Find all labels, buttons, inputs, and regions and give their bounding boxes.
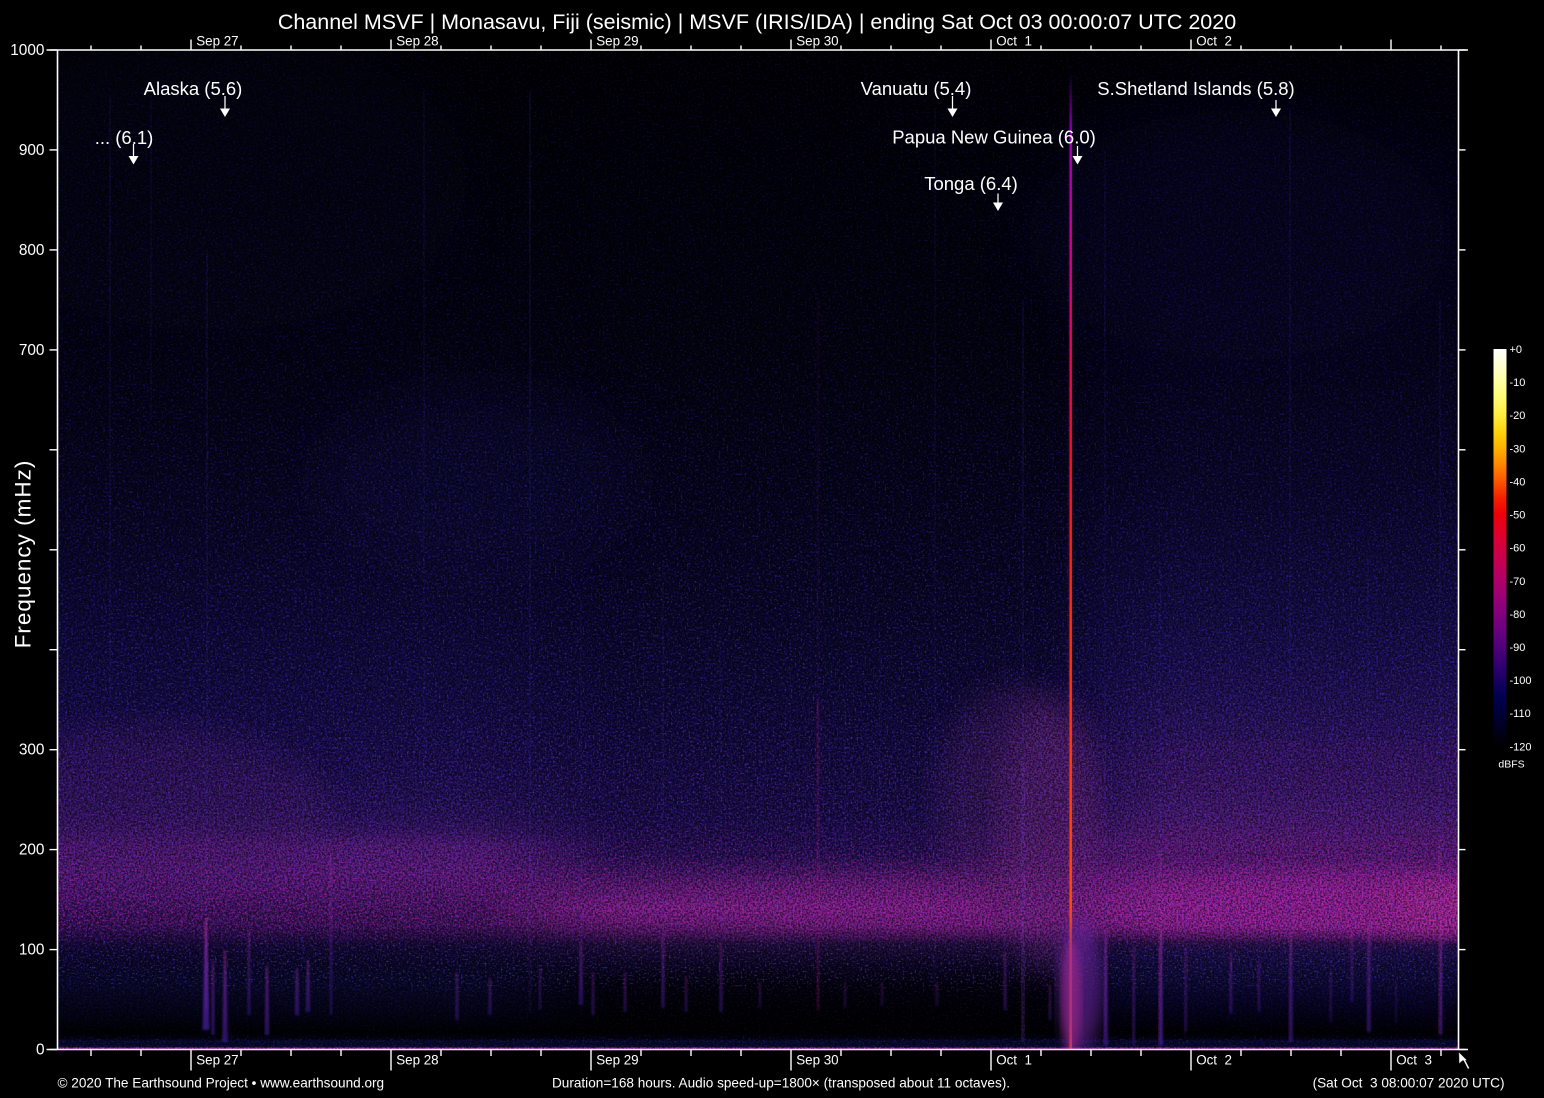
- svg-text:-70: -70: [1510, 576, 1526, 588]
- svg-text:0: 0: [36, 1041, 45, 1058]
- svg-text:Tonga (6.4): Tonga (6.4): [924, 173, 1018, 194]
- svg-text:Sep 27: Sep 27: [196, 1053, 238, 1068]
- svg-text:300: 300: [19, 742, 45, 759]
- svg-text:Frequency (mHz): Frequency (mHz): [11, 460, 36, 649]
- svg-text:-50: -50: [1510, 510, 1526, 522]
- svg-text:Oct 3: Oct 3: [1396, 1053, 1432, 1068]
- svg-text:-60: -60: [1510, 543, 1526, 555]
- svg-text:-120: -120: [1510, 741, 1532, 753]
- svg-text:900: 900: [19, 142, 45, 159]
- svg-text:Sep 30: Sep 30: [796, 1053, 838, 1068]
- svg-text:1000: 1000: [10, 42, 44, 59]
- svg-text:Sep 30: Sep 30: [796, 34, 838, 49]
- svg-text:-30: -30: [1510, 443, 1526, 455]
- svg-text:-90: -90: [1510, 642, 1526, 654]
- svg-text:-80: -80: [1510, 609, 1526, 621]
- svg-text:Sep 29: Sep 29: [596, 34, 638, 49]
- svg-text:-10: -10: [1510, 377, 1526, 389]
- svg-text:Oct 1: Oct 1: [996, 1053, 1032, 1068]
- svg-text:Oct 2: Oct 2: [1196, 34, 1232, 49]
- svg-text:100: 100: [19, 942, 45, 959]
- svg-text:Alaska (5.6): Alaska (5.6): [144, 78, 243, 99]
- svg-text:Oct 2: Oct 2: [1196, 1053, 1232, 1068]
- svg-text:... (6.1): ... (6.1): [95, 127, 154, 148]
- svg-text:700: 700: [19, 342, 45, 359]
- svg-text:+0: +0: [1510, 344, 1523, 356]
- svg-text:dBFS: dBFS: [1498, 759, 1524, 771]
- svg-text:-100: -100: [1510, 675, 1532, 687]
- svg-text:Papua New Guinea (6.0): Papua New Guinea (6.0): [892, 127, 1096, 148]
- svg-text:200: 200: [19, 842, 45, 859]
- svg-text:© 2020 The Earthsound Project: © 2020 The Earthsound Project • www.eart…: [58, 1076, 385, 1091]
- svg-text:Sep 29: Sep 29: [596, 1053, 638, 1068]
- svg-text:-110: -110: [1510, 708, 1531, 720]
- svg-text:-40: -40: [1510, 476, 1526, 488]
- svg-text:Channel MSVF | Monasavu, Fiji: Channel MSVF | Monasavu, Fiji (seismic) …: [278, 10, 1236, 34]
- svg-text:Vanuatu (5.4): Vanuatu (5.4): [861, 78, 972, 99]
- svg-text:Sep 28: Sep 28: [396, 1053, 438, 1068]
- svg-text:Sep 27: Sep 27: [196, 34, 238, 49]
- svg-text:-20: -20: [1510, 410, 1526, 422]
- svg-text:Duration=168 hours. Audio spee: Duration=168 hours. Audio speed-up=1800×…: [552, 1076, 1010, 1091]
- svg-text:(Sat Oct 3 08:00:07 2020 UTC): (Sat Oct 3 08:00:07 2020 UTC): [1313, 1076, 1505, 1091]
- svg-text:S.Shetland Islands (5.8): S.Shetland Islands (5.8): [1097, 78, 1294, 99]
- svg-text:Sep 28: Sep 28: [396, 34, 438, 49]
- svg-text:Oct 1: Oct 1: [996, 34, 1032, 49]
- svg-text:800: 800: [19, 242, 45, 259]
